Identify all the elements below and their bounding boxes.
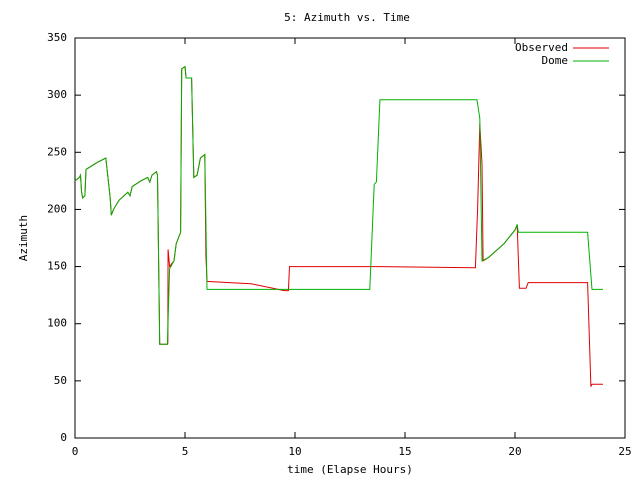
y-tick-label: 200 (47, 202, 67, 215)
x-tick-label: 10 (288, 445, 301, 458)
x-tick-label: 15 (398, 445, 411, 458)
y-tick-label: 250 (47, 145, 67, 158)
y-tick-label: 100 (47, 317, 67, 330)
x-tick-label: 25 (618, 445, 631, 458)
y-tick-label: 350 (47, 31, 67, 44)
x-tick-label: 5 (182, 445, 189, 458)
y-tick-label: 50 (54, 374, 67, 387)
y-tick-label: 0 (60, 431, 67, 444)
plot-border (74, 37, 626, 439)
x-tick-label: 20 (508, 445, 521, 458)
y-tick-label: 150 (47, 260, 67, 273)
y-tick-label: 300 (47, 88, 67, 101)
series-line (74, 65, 603, 345)
legend-label: Observed (515, 41, 568, 54)
y-axis-label: Azimuth (17, 215, 30, 261)
x-tick-label: 0 (72, 445, 79, 458)
legend-label: Dome (542, 54, 569, 67)
x-axis-label: time (Elapse Hours) (287, 463, 413, 476)
chart-title: 5: Azimuth vs. Time (284, 11, 410, 24)
